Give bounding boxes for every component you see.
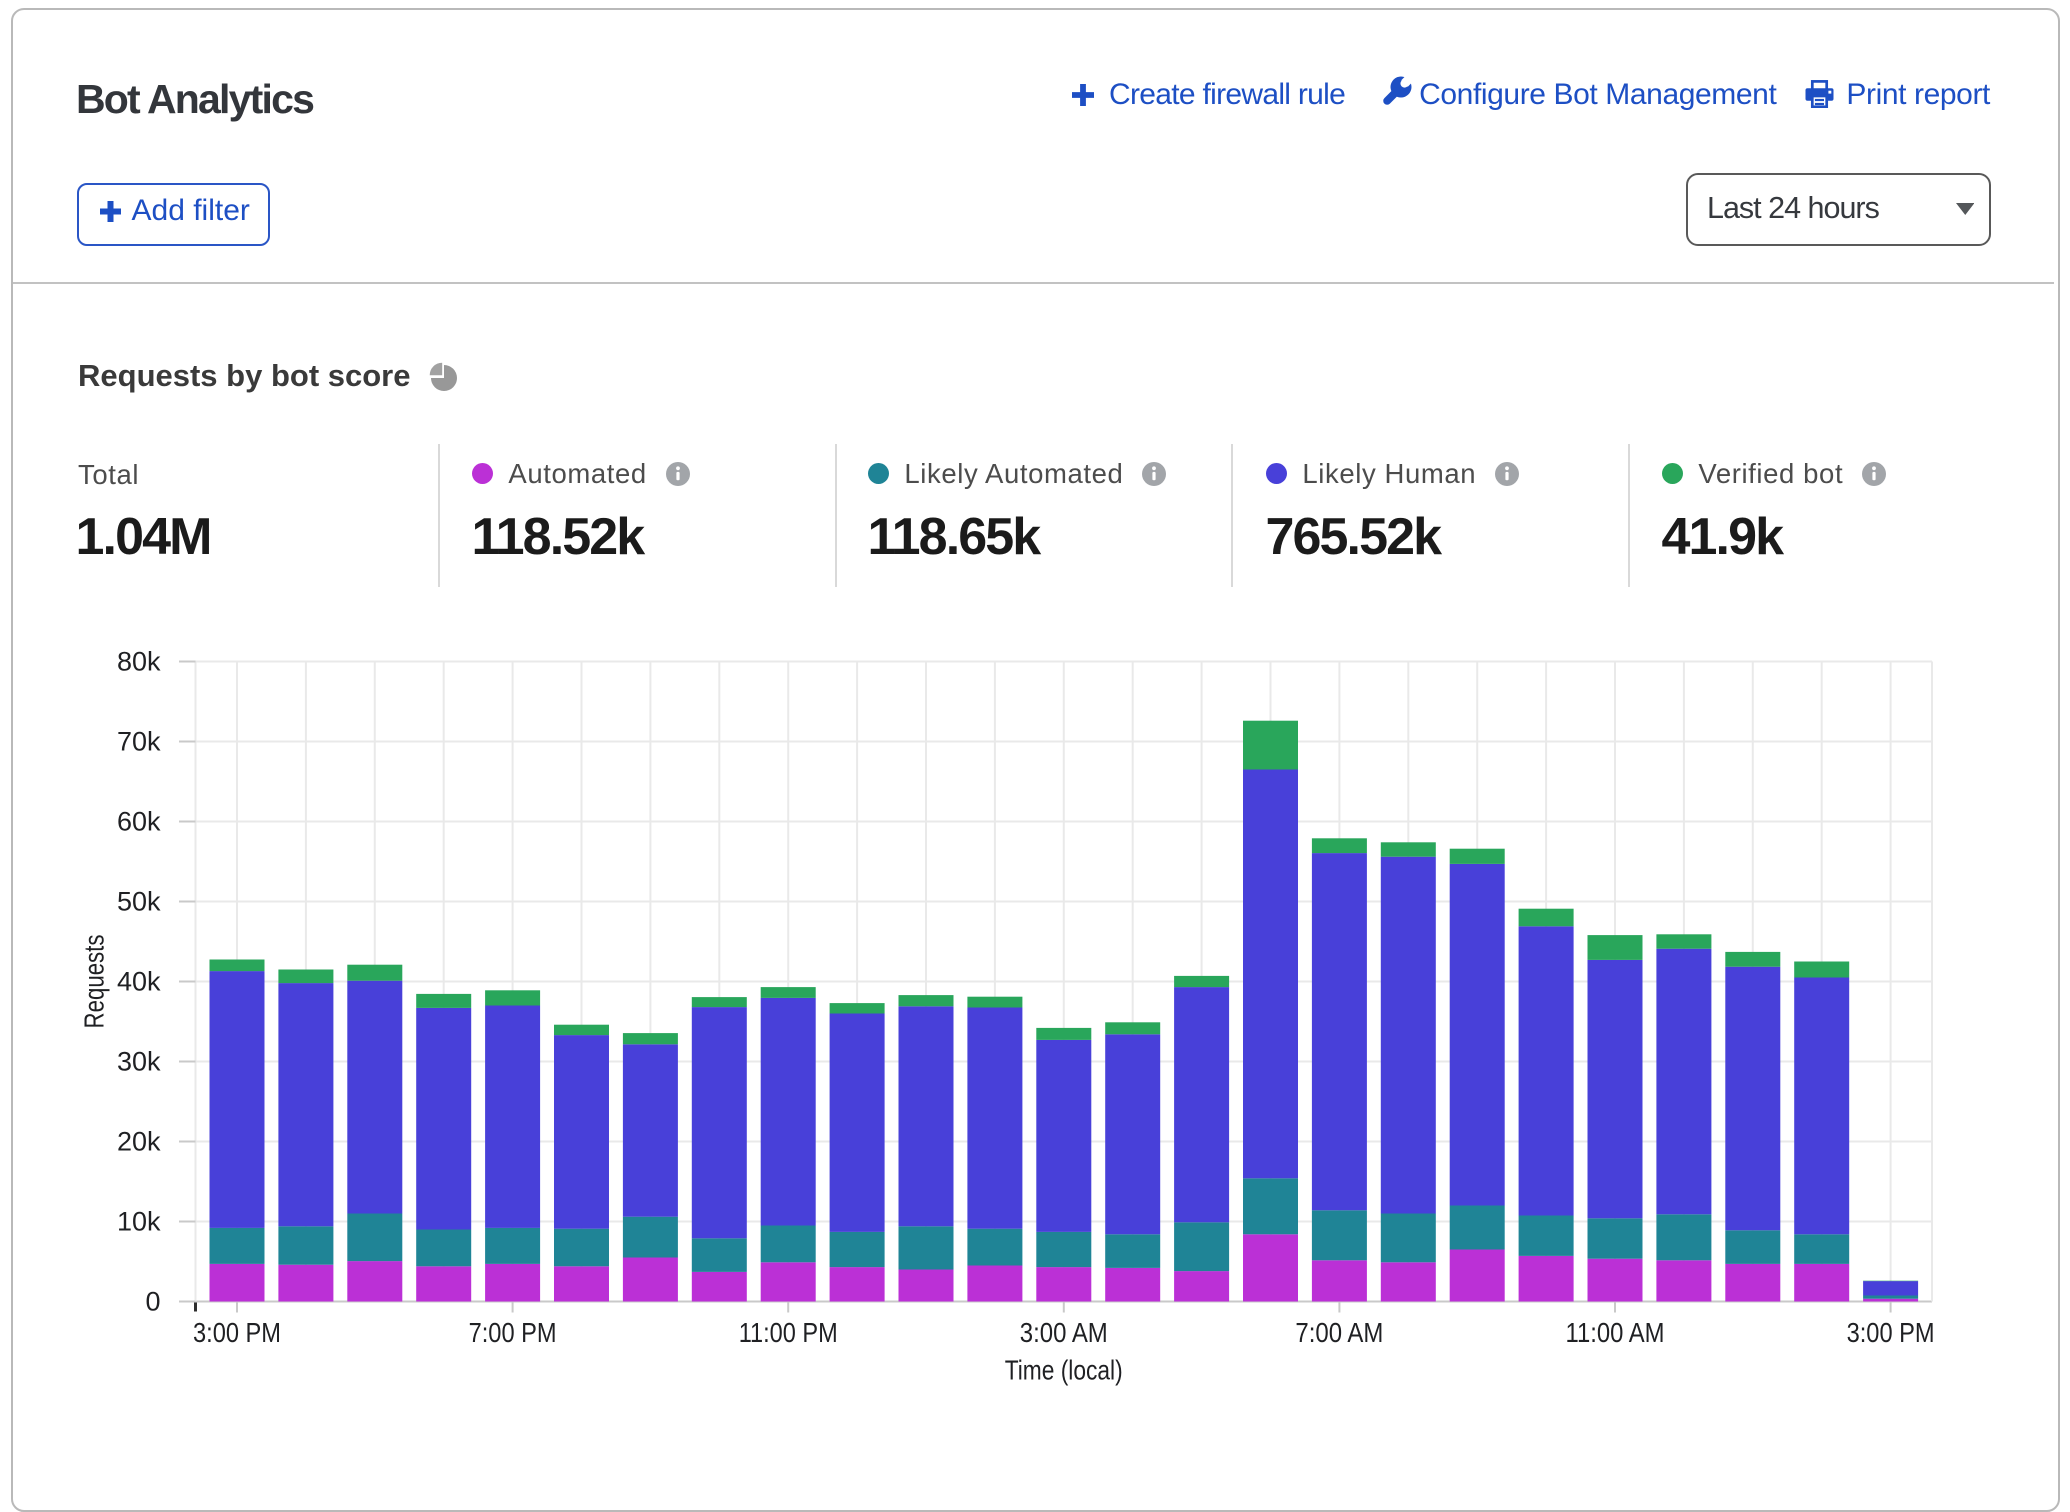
svg-text:0: 0 — [145, 1287, 160, 1317]
svg-text:10k: 10k — [117, 1207, 161, 1237]
svg-text:3:00 PM: 3:00 PM — [1847, 1317, 1935, 1348]
svg-text:11:00 PM: 11:00 PM — [739, 1317, 838, 1348]
svg-text:20k: 20k — [117, 1127, 161, 1157]
svg-text:60k: 60k — [117, 807, 161, 837]
svg-text:3:00 AM: 3:00 AM — [1020, 1317, 1108, 1348]
svg-text:50k: 50k — [117, 887, 161, 917]
svg-text:11:00 AM: 11:00 AM — [1566, 1317, 1665, 1348]
svg-text:3:00 PM: 3:00 PM — [193, 1317, 281, 1348]
svg-text:7:00 PM: 7:00 PM — [469, 1317, 557, 1348]
svg-text:30k: 30k — [117, 1047, 161, 1077]
svg-text:7:00 AM: 7:00 AM — [1295, 1317, 1383, 1348]
svg-text:Time (local): Time (local) — [1005, 1355, 1123, 1386]
svg-text:70k: 70k — [117, 727, 161, 757]
svg-text:Requests: Requests — [79, 935, 110, 1029]
svg-text:40k: 40k — [117, 967, 161, 997]
svg-text:80k: 80k — [117, 647, 161, 677]
